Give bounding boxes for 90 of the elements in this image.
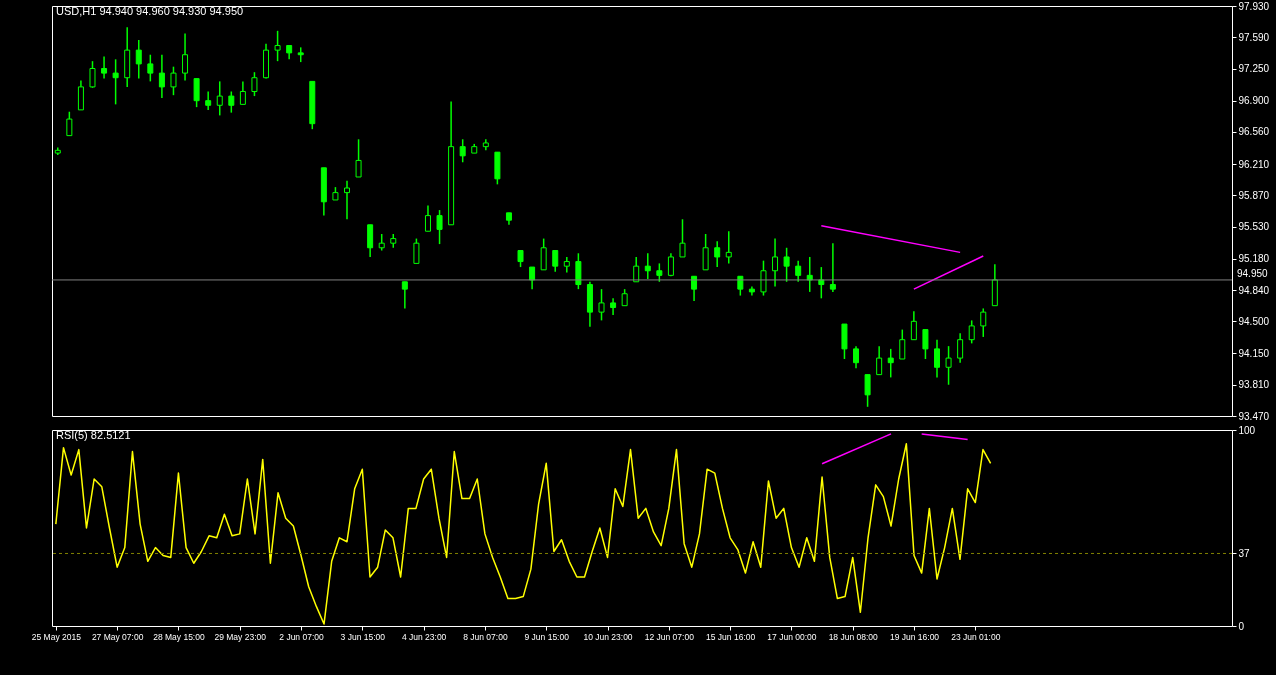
candlestick — [575, 252, 582, 290]
x-tick-label: 10 Jun 23:00 — [583, 631, 633, 642]
candlestick — [424, 204, 431, 232]
chart-title: RSI(5) 82.5121 — [56, 429, 131, 441]
candlestick — [89, 60, 96, 89]
candlestick — [679, 218, 686, 258]
y-tick-label: 96.210 — [1238, 158, 1270, 170]
y-tick-label: 96.900 — [1238, 95, 1270, 107]
x-tick-label: 27 May 07:00 — [91, 631, 144, 642]
y-tick-label: 97.590 — [1238, 31, 1270, 43]
candlestick — [945, 345, 952, 386]
candlestick — [552, 249, 559, 273]
candlestick — [147, 53, 154, 83]
y-tick-label: 94.500 — [1238, 315, 1270, 327]
x-tick-label: 4 Jun 23:00 — [401, 631, 447, 642]
candlestick — [887, 348, 894, 379]
candlestick — [216, 80, 223, 117]
candlestick — [795, 259, 802, 283]
candlestick — [355, 138, 362, 178]
candlestick — [644, 252, 651, 280]
ref-line-label: 94.950 — [1237, 267, 1269, 279]
candlestick — [66, 110, 73, 137]
y-tick-label: 37 — [1238, 547, 1251, 559]
candlestick — [170, 65, 177, 96]
x-tick-label: 23 Jun 01:00 — [951, 631, 1001, 642]
candlestick — [876, 345, 883, 376]
candlestick — [922, 328, 929, 360]
candlestick — [436, 209, 443, 245]
candlestick — [413, 237, 420, 265]
candlestick — [899, 328, 906, 360]
candlestick — [401, 281, 408, 310]
candlestick — [656, 262, 663, 283]
candlestick — [135, 39, 142, 80]
candlestick — [228, 90, 235, 114]
y-tick-label: 97.930 — [1238, 0, 1270, 12]
y-tick-label: 96.560 — [1238, 126, 1270, 138]
candlestick — [158, 53, 165, 99]
candlestick — [853, 345, 860, 369]
candlestick — [760, 259, 767, 297]
candlestick — [714, 240, 721, 268]
candlestick — [459, 138, 466, 164]
y-tick-label: 94.150 — [1238, 347, 1270, 359]
x-tick-label: 2 Jun 07:00 — [279, 631, 325, 642]
x-tick-label: 28 May 15:00 — [153, 631, 205, 642]
candlestick — [864, 373, 871, 408]
y-tick-label: 95.870 — [1238, 189, 1270, 201]
x-tick-label: 12 Jun 07:00 — [644, 631, 695, 642]
candlestick — [274, 30, 281, 62]
candlestick — [829, 242, 836, 293]
candlestick — [529, 266, 536, 290]
x-tick-label: 18 Jun 08:00 — [828, 631, 879, 642]
candlestick — [772, 237, 779, 288]
y-tick-label: 95.530 — [1238, 221, 1270, 233]
candlestick — [910, 310, 917, 341]
x-tick-label: 17 Jun 00:00 — [767, 631, 817, 642]
candlestick — [957, 332, 964, 364]
candlestick — [182, 32, 189, 82]
candlestick — [598, 288, 605, 322]
x-tick-label: 8 Jun 07:00 — [463, 631, 508, 642]
candlestick — [251, 71, 258, 97]
x-tick-label: 29 May 23:00 — [214, 631, 267, 642]
candlestick — [540, 237, 547, 271]
x-tick-label: 15 Jun 16:00 — [706, 631, 756, 642]
x-tick-label: 25 May 2015 — [31, 631, 82, 642]
y-tick-label: 0 — [1238, 620, 1245, 632]
candlestick — [980, 307, 987, 338]
chart-title: USD,H1 94.940 94.960 94.930 94.950 — [56, 5, 244, 17]
candlestick — [205, 90, 212, 111]
candlestick — [968, 319, 975, 345]
y-tick-label: 97.250 — [1238, 63, 1270, 75]
candlestick — [367, 224, 374, 258]
candlestick — [112, 58, 119, 106]
candlestick — [193, 77, 200, 108]
candlestick — [101, 55, 108, 80]
y-tick-label: 93.810 — [1238, 379, 1270, 391]
y-tick-label: 93.470 — [1238, 410, 1270, 422]
candlestick — [239, 80, 246, 106]
candlestick — [725, 230, 732, 265]
line-series — [55, 442, 992, 625]
x-tick-label: 3 Jun 15:00 — [340, 631, 386, 642]
candlestick — [77, 79, 84, 111]
x-tick-label: 19 Jun 16:00 — [889, 631, 940, 642]
y-tick-label: 95.180 — [1238, 253, 1270, 265]
y-tick-label: 94.840 — [1238, 284, 1270, 296]
x-tick-label: 9 Jun 15:00 — [524, 631, 570, 642]
candlestick — [702, 233, 709, 271]
y-tick-label: 100 — [1238, 424, 1256, 436]
candlestick — [934, 338, 940, 379]
candlestick — [344, 179, 350, 221]
candlestick — [783, 247, 790, 283]
